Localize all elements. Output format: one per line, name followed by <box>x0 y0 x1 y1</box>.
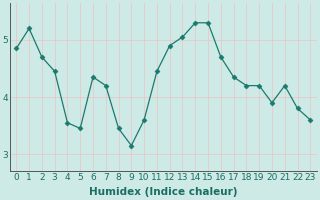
X-axis label: Humidex (Indice chaleur): Humidex (Indice chaleur) <box>89 187 237 197</box>
